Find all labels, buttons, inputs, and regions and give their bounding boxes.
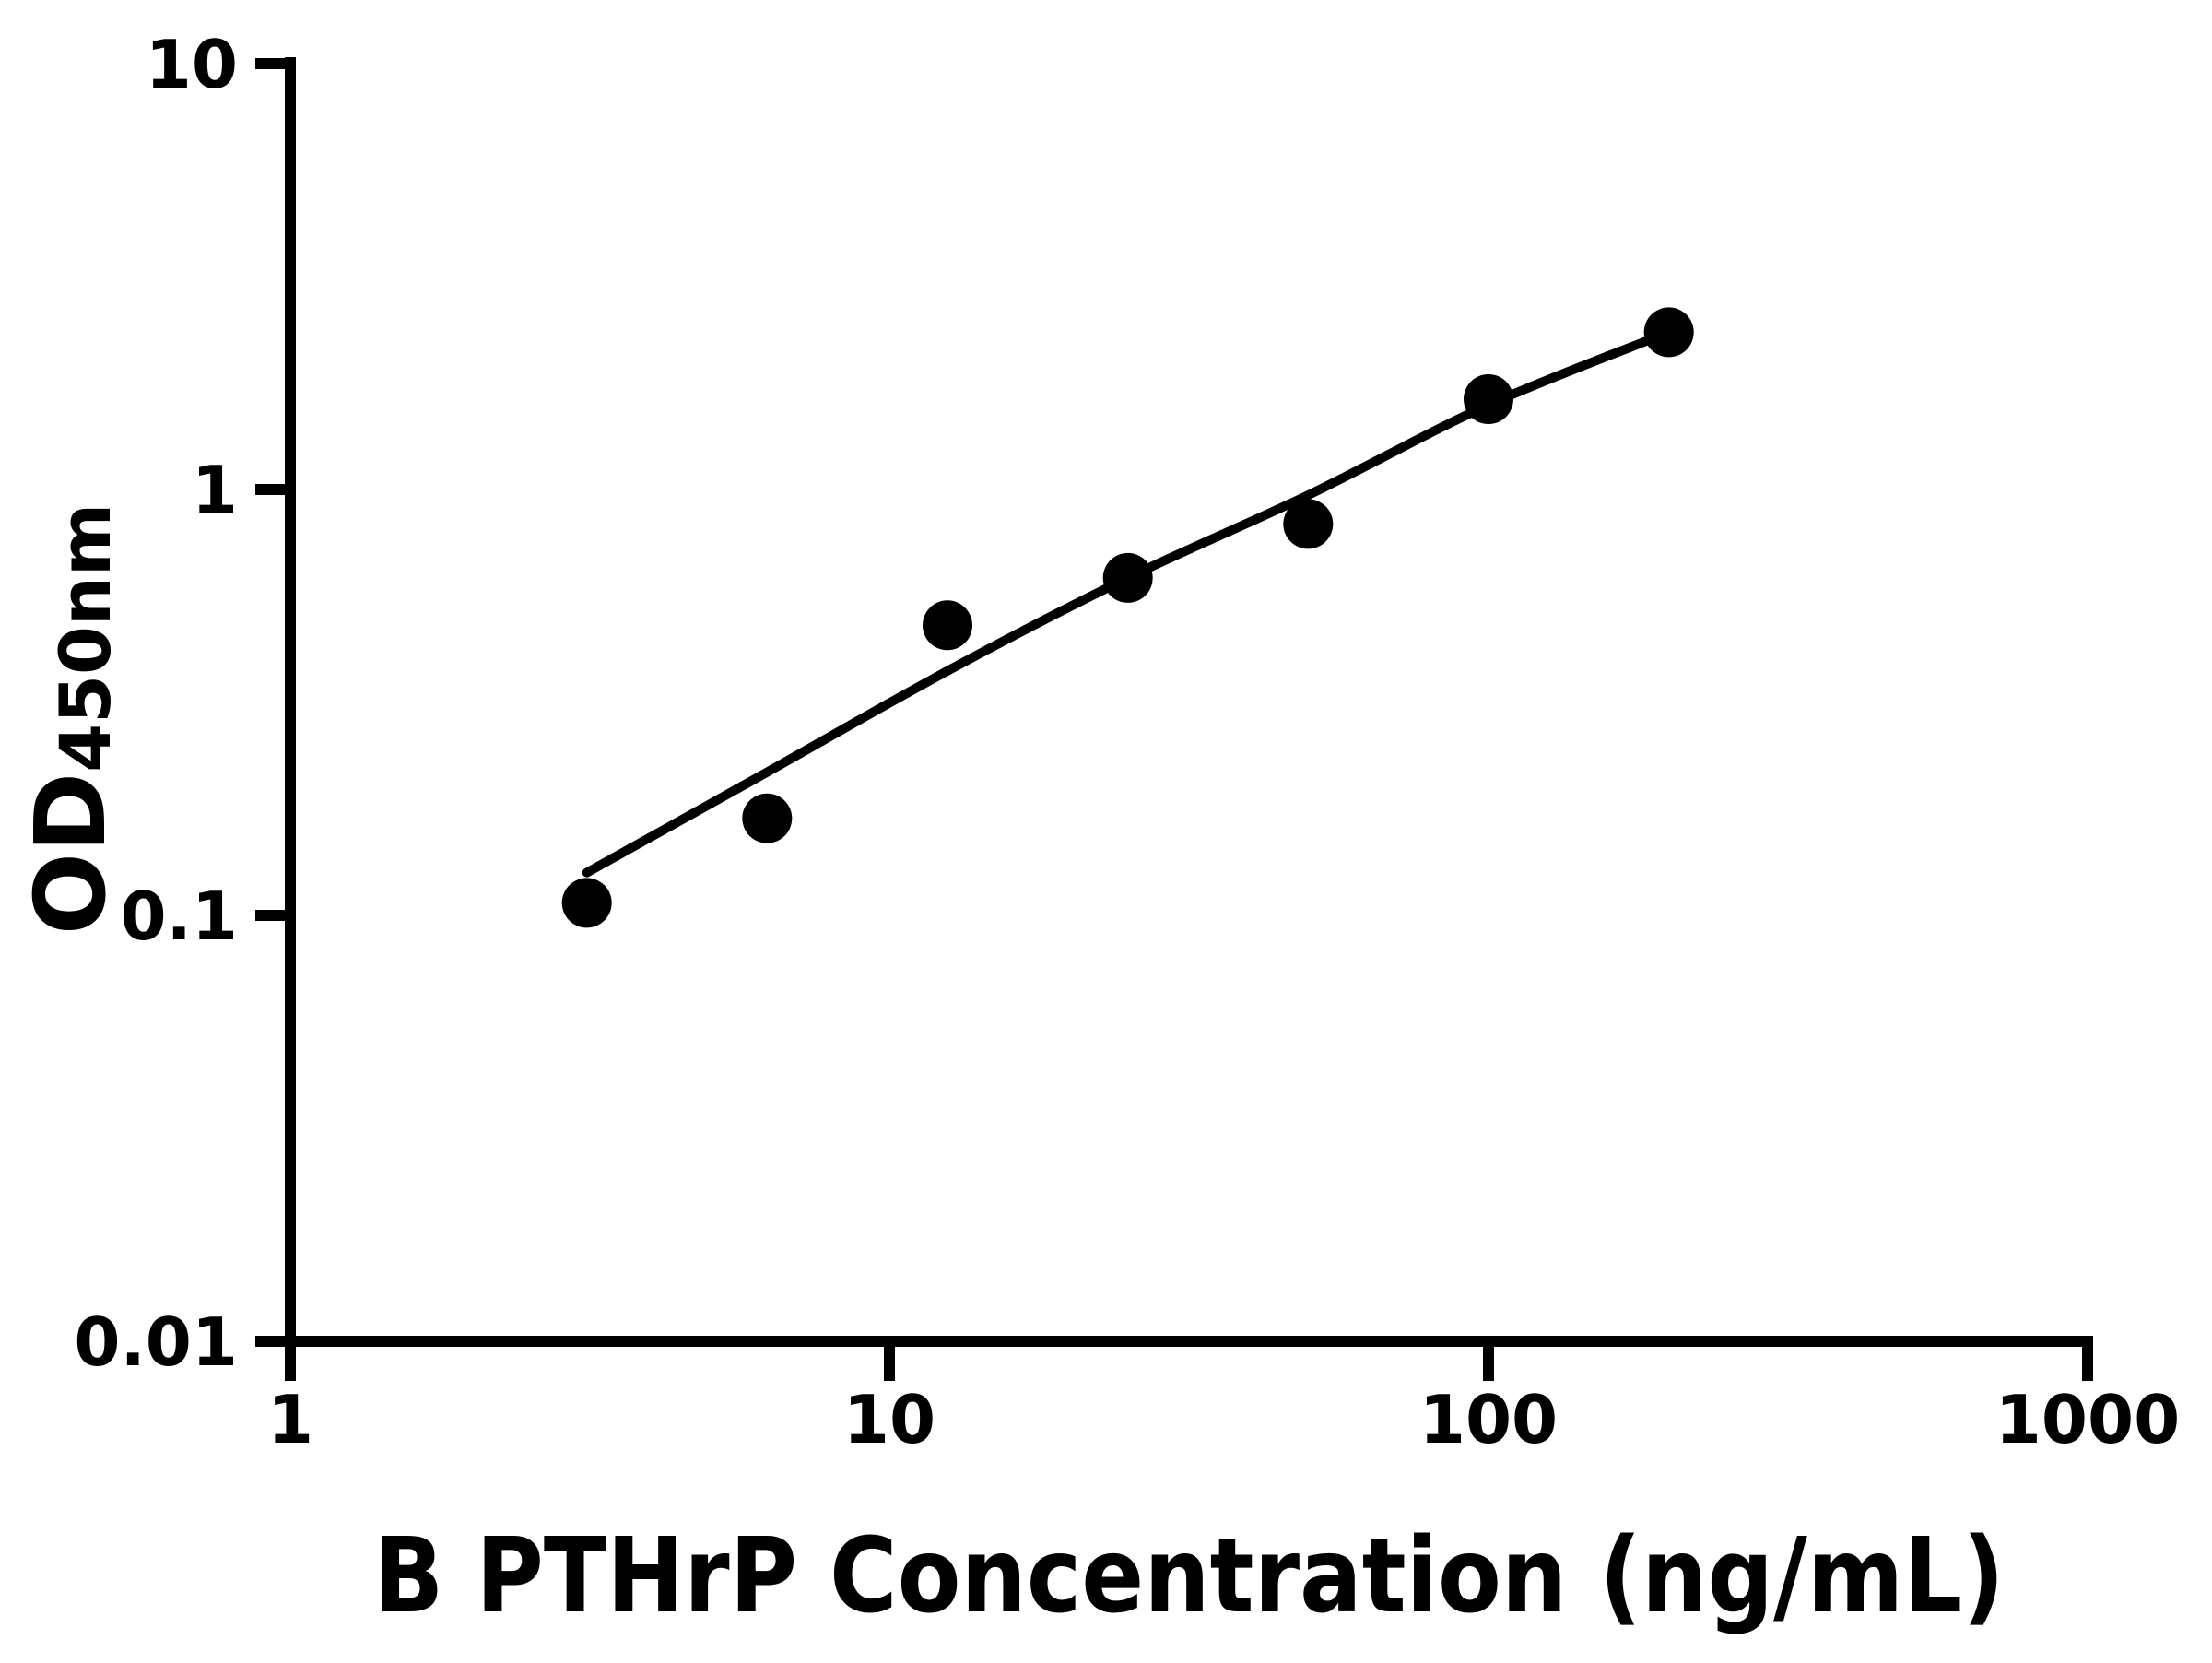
data-points (561, 307, 1694, 928)
y-axis-title-subscript: 450nm (44, 503, 126, 773)
y-tick-label: 10 (146, 26, 238, 103)
axis-ticks (255, 58, 2093, 1381)
data-point (923, 600, 972, 651)
x-tick-label: 1000 (1995, 1381, 2180, 1458)
x-tick-label: 100 (1419, 1381, 1558, 1458)
data-point (561, 878, 612, 928)
y-tick-label: 0.01 (74, 1303, 238, 1381)
axis-tick-labels: 1 10 100 1000 10 1 0.1 0.01 (74, 26, 2180, 1458)
y-tick-label: 0.1 (120, 878, 238, 955)
y-tick-label: 1 (192, 452, 238, 529)
y-axis-title-main: OD (15, 773, 127, 935)
x-tick-label: 10 (843, 1381, 935, 1458)
data-point (1643, 307, 1694, 358)
data-point (1102, 552, 1153, 603)
y-axis-title: OD450nm (15, 503, 127, 935)
x-tick-label: 1 (267, 1381, 313, 1458)
data-point (1464, 374, 1513, 424)
x-axis-title: B PTHrP Concentration (ng/mL) (373, 1516, 2005, 1636)
data-point (1283, 499, 1334, 549)
data-point (742, 793, 793, 843)
